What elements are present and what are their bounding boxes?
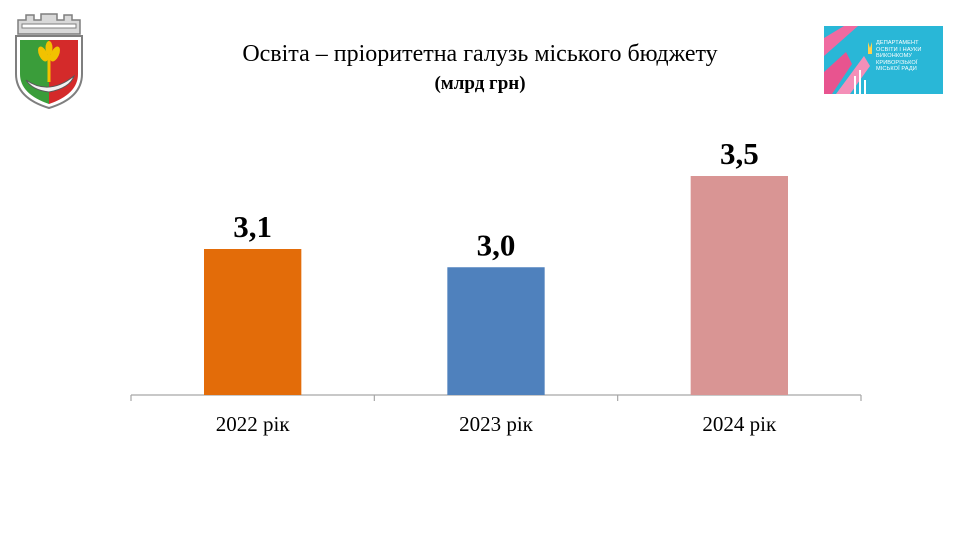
department-logo: ДЕПАРТАМЕНТ ОСВІТИ І НАУКИ ВИКОНКОМУ КРИ… bbox=[824, 26, 943, 94]
dept-logo-line: КРИВОРІЗЬКОЇ bbox=[876, 59, 918, 66]
dept-logo-line: МІСЬКОЇ РАДИ bbox=[876, 66, 917, 73]
dept-logo-line: ВИКОНКОМУ bbox=[876, 53, 912, 60]
coat-of-arms-icon bbox=[15, 13, 83, 110]
bar-value-label: 3,0 bbox=[477, 227, 516, 262]
bar bbox=[204, 249, 302, 395]
bar bbox=[447, 267, 545, 395]
dept-logo-line: ОСВІТИ І НАУКИ bbox=[876, 46, 922, 53]
chart-subtitle: (млрд грн) bbox=[434, 73, 526, 94]
bar-value-label: 3,1 bbox=[233, 209, 272, 244]
bar bbox=[690, 176, 788, 395]
chart-title: Освіта – пріоритетна галузь міського бюд… bbox=[242, 41, 718, 67]
department-logo-graphic bbox=[824, 26, 872, 94]
x-tick-label: 2024 рік bbox=[702, 412, 777, 436]
dept-logo-line: ДЕПАРТАМЕНТ bbox=[876, 40, 919, 46]
x-tick-label: 2023 рік bbox=[459, 412, 534, 436]
department-logo-text: ДЕПАРТАМЕНТ ОСВІТИ І НАУКИ ВИКОНКОМУ КРИ… bbox=[876, 40, 940, 73]
bar-value-label: 3,5 bbox=[720, 136, 759, 171]
x-tick-label: 2022 рік bbox=[216, 412, 291, 436]
